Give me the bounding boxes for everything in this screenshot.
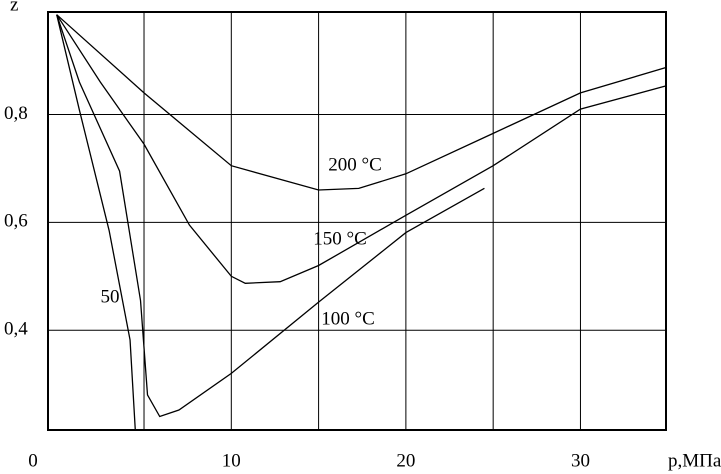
x-tick-label: 10 — [222, 450, 241, 471]
series-line — [56, 14, 136, 431]
x-tick-label: 0 — [28, 450, 38, 471]
y-tick-label: 0,6 — [4, 211, 28, 232]
series-label: 50 — [101, 286, 120, 307]
y-tick-label: 0,4 — [4, 319, 28, 340]
series-label: 200 °C — [328, 154, 382, 175]
series-label: 150 °C — [313, 228, 367, 249]
y-tick-label: 0,8 — [4, 103, 28, 124]
x-axis-label: p,МПа — [668, 450, 721, 471]
series-label: 100 °C — [321, 308, 375, 329]
series-line — [56, 14, 485, 418]
plot-frame — [47, 11, 667, 431]
series-line — [56, 14, 667, 284]
y-axis-label: z — [10, 0, 18, 15]
x-tick-label: 30 — [571, 450, 590, 471]
x-tick-label: 20 — [396, 450, 415, 471]
series-line — [56, 14, 667, 191]
